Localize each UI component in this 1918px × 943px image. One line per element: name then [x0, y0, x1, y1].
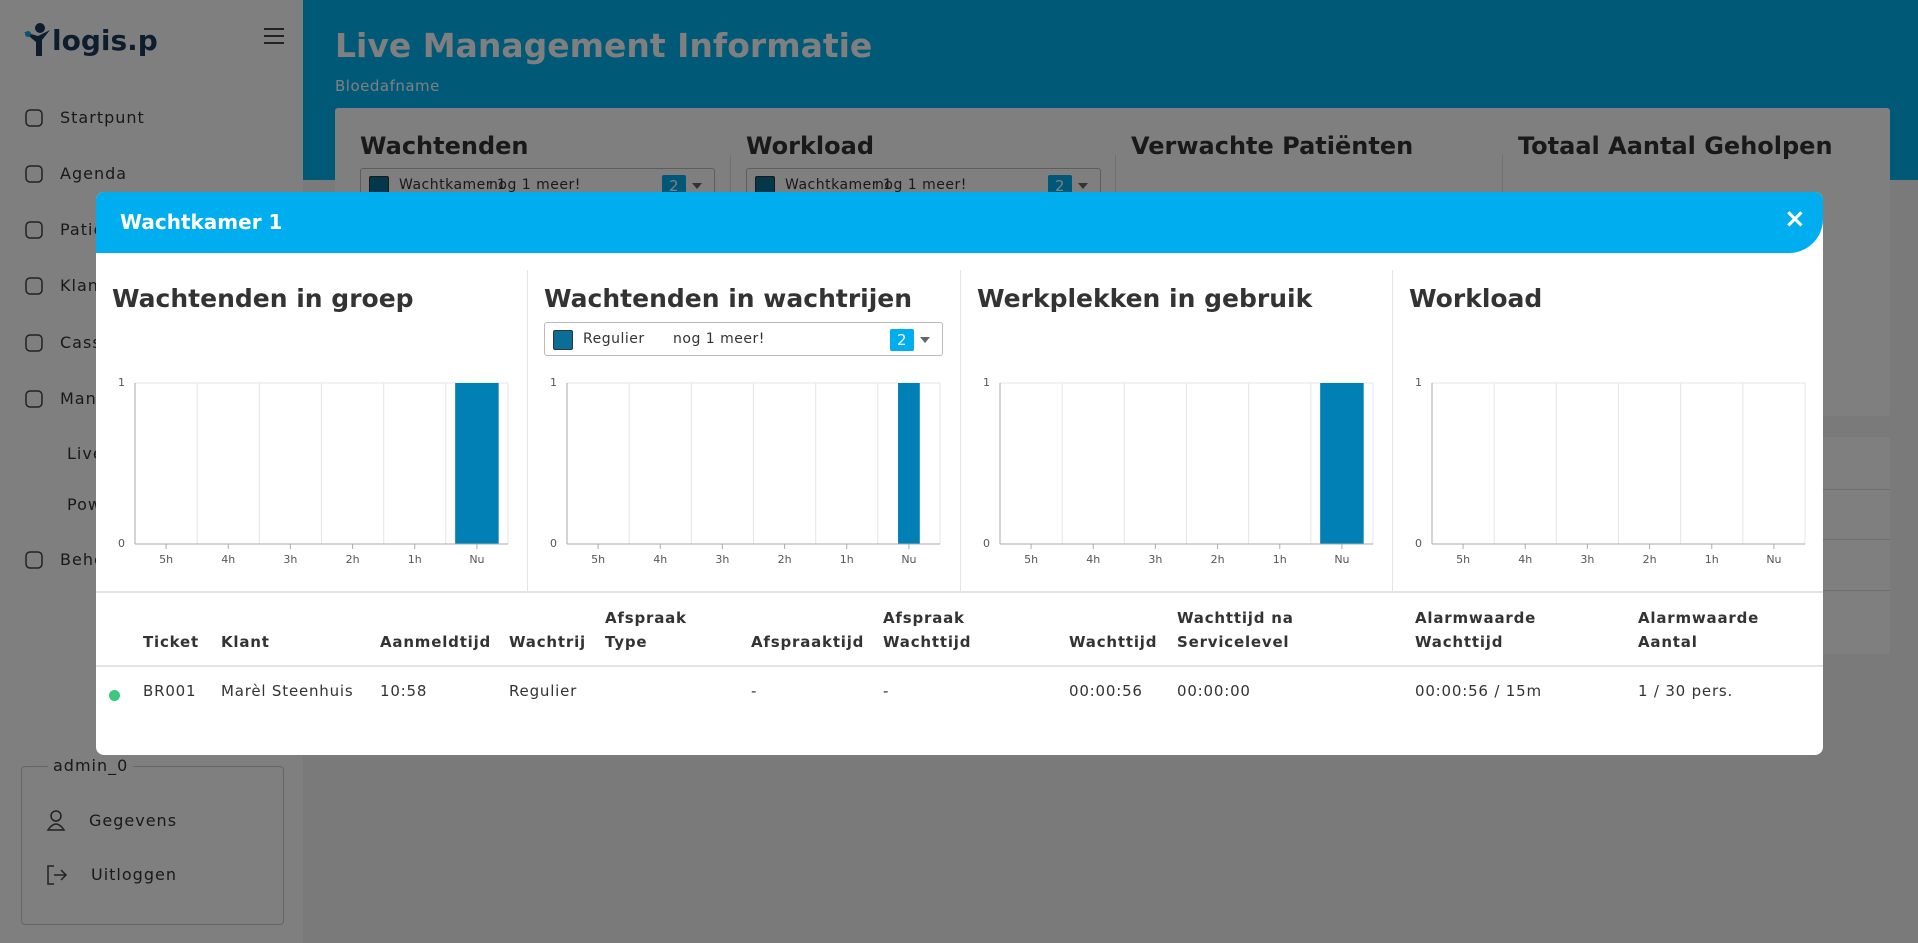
checkbox[interactable]: [553, 330, 573, 350]
y-tick-label: 0: [983, 537, 990, 550]
status-dot: [109, 690, 120, 701]
x-tick-label: 2h: [1643, 553, 1657, 566]
table-header: Ticket: [143, 633, 199, 651]
y-tick-label: 1: [1415, 376, 1422, 389]
chart: 0 1 5h 4h 3h 2h 1h Nu: [983, 376, 1374, 566]
table-header: Wachtrij: [509, 633, 586, 651]
select-caret[interactable]: [920, 337, 930, 343]
x-tick-label: 1h: [1705, 553, 1719, 566]
table-cell: -: [883, 682, 890, 700]
panel-divider: [1392, 270, 1393, 591]
y-tick-label: 0: [550, 537, 557, 550]
panel-divider: [527, 270, 528, 591]
table-cell: Marèl Steenhuis: [221, 682, 354, 700]
x-tick-label: 5h: [591, 553, 605, 566]
chart-title: Werkplekken in gebruik: [977, 284, 1313, 313]
x-tick-label: 3h: [715, 553, 729, 566]
chart: 0 1 5h 4h 3h 2h 1h Nu: [1415, 376, 1806, 566]
bar: [455, 383, 499, 544]
x-tick-label: 4h: [653, 553, 667, 566]
y-tick-label: 1: [983, 376, 990, 389]
chart: 0 1 5h 4h 3h 2h 1h Nu: [550, 376, 941, 566]
y-tick-label: 1: [550, 376, 557, 389]
x-tick-label: 4h: [1518, 553, 1532, 566]
divider: [96, 665, 1823, 667]
x-tick-label: 4h: [1086, 553, 1100, 566]
table-cell: -: [751, 682, 758, 700]
y-tick-label: 0: [118, 537, 125, 550]
modal-header: Wachtkamer 1 ×: [96, 192, 1823, 253]
select-more: nog 1 meer!: [673, 331, 765, 347]
table-header: Klant: [221, 633, 270, 651]
x-tick-label: 2h: [346, 553, 360, 566]
x-tick-label: 5h: [1456, 553, 1470, 566]
table-cell: 00:00:56 / 15m: [1415, 682, 1542, 700]
x-tick-label: 3h: [283, 553, 297, 566]
x-tick-label: 1h: [1273, 553, 1287, 566]
x-tick-label: 1h: [840, 553, 854, 566]
bar: [1320, 383, 1364, 544]
table-header: Afspraak Type: [605, 609, 687, 651]
table-header: Aanmeldtijd: [380, 633, 492, 651]
modal: Wachtkamer 1 × Wachtenden in groep 0 1 5h 4h…: [96, 192, 1823, 755]
table-header: Alarmwaarde Aantal: [1638, 609, 1760, 651]
y-tick-label: 1: [118, 376, 125, 389]
table-header: Alarmwaarde Wachttijd: [1415, 609, 1537, 651]
chart-title: Wachtenden in wachtrijen: [544, 284, 913, 313]
x-tick-label: 5h: [159, 553, 173, 566]
table-cell: Regulier: [509, 682, 578, 700]
x-tick-label: Nu: [901, 553, 916, 566]
select-label: Regulier: [583, 331, 645, 347]
chart-title: Workload: [1409, 284, 1543, 313]
modal-title: Wachtkamer 1: [120, 210, 283, 234]
x-tick-label: 5h: [1024, 553, 1038, 566]
table-cell: 1 / 30 pers.: [1638, 682, 1734, 700]
x-tick-label: 2h: [778, 553, 792, 566]
table-header: Afspraaktijd: [751, 633, 865, 651]
x-tick-label: 3h: [1580, 553, 1594, 566]
x-tick-label: 1h: [408, 553, 422, 566]
table-cell: 00:00:56: [1069, 682, 1143, 700]
table-cell: 00:00:00: [1177, 682, 1251, 700]
chart: 0 1 5h 4h 3h 2h 1h Nu: [118, 376, 509, 566]
table-cell: 10:58: [380, 682, 428, 700]
x-tick-label: 3h: [1148, 553, 1162, 566]
table-cell: BR001: [143, 682, 197, 700]
table-header: Afspraak Wachttijd: [883, 609, 972, 651]
divider: [96, 591, 1823, 593]
y-tick-label: 0: [1415, 537, 1422, 550]
x-tick-label: Nu: [1334, 553, 1349, 566]
x-tick-label: 4h: [221, 553, 235, 566]
x-tick-label: Nu: [469, 553, 484, 566]
close-button[interactable]: ×: [1784, 204, 1806, 234]
chart-title: Wachtenden in groep: [112, 284, 414, 313]
panel-divider: [960, 270, 961, 591]
bar: [898, 383, 920, 544]
select-count: 2: [890, 329, 914, 351]
x-tick-label: Nu: [1766, 553, 1781, 566]
select[interactable]: Regulier nog 1 meer! 2: [544, 322, 943, 356]
table-header: Wachttijd: [1069, 633, 1158, 651]
x-tick-label: 2h: [1211, 553, 1225, 566]
table-header: Wachttijd na Servicelevel: [1177, 609, 1294, 651]
